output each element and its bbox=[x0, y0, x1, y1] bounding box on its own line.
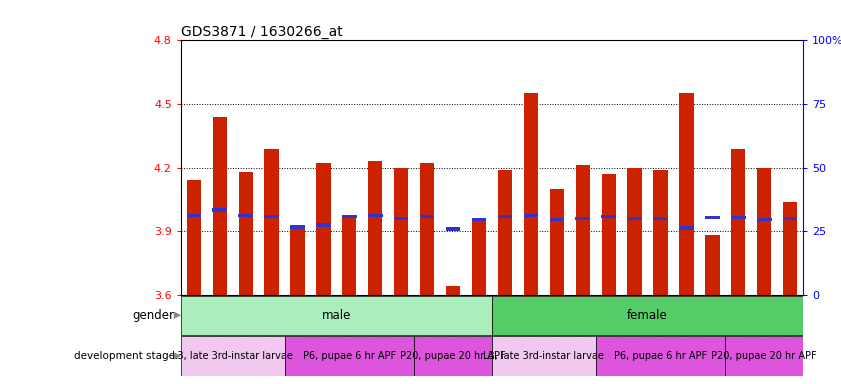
Bar bbox=[420, 215, 435, 218]
Bar bbox=[524, 93, 538, 295]
Bar bbox=[757, 218, 771, 221]
Bar bbox=[187, 180, 201, 295]
Bar bbox=[181, 336, 284, 376]
Bar bbox=[601, 174, 616, 295]
Bar bbox=[472, 221, 486, 295]
Bar bbox=[187, 214, 201, 217]
Bar bbox=[316, 163, 331, 295]
Bar bbox=[601, 215, 616, 218]
Bar bbox=[653, 170, 668, 295]
Text: P20, pupae 20 hr APF: P20, pupae 20 hr APF bbox=[400, 351, 506, 361]
Bar bbox=[284, 336, 414, 376]
Bar bbox=[731, 149, 745, 295]
Text: L3, late 3rd-instar larvae: L3, late 3rd-instar larvae bbox=[484, 351, 605, 361]
Bar bbox=[472, 218, 486, 221]
Bar bbox=[420, 163, 434, 295]
Bar bbox=[783, 217, 797, 220]
Bar bbox=[414, 336, 492, 376]
Bar bbox=[239, 172, 253, 295]
Bar bbox=[181, 296, 492, 335]
Bar bbox=[524, 214, 538, 217]
Bar bbox=[575, 217, 590, 220]
Bar bbox=[705, 216, 720, 219]
Bar bbox=[264, 215, 279, 218]
Bar bbox=[394, 217, 409, 220]
Bar bbox=[731, 216, 746, 219]
Text: female: female bbox=[627, 309, 668, 322]
Bar bbox=[498, 170, 512, 295]
Bar bbox=[783, 202, 797, 295]
Bar bbox=[680, 226, 694, 230]
Text: male: male bbox=[322, 309, 351, 322]
Bar bbox=[238, 214, 253, 217]
Bar bbox=[213, 209, 227, 212]
Bar bbox=[627, 217, 642, 220]
Bar bbox=[549, 218, 564, 221]
Text: L3, late 3rd-instar larvae: L3, late 3rd-instar larvae bbox=[172, 351, 294, 361]
Bar bbox=[550, 189, 564, 295]
Text: development stage: development stage bbox=[74, 351, 175, 361]
Bar bbox=[290, 229, 304, 295]
Bar bbox=[368, 161, 383, 295]
Bar bbox=[498, 215, 512, 218]
Bar bbox=[757, 167, 771, 295]
Bar bbox=[680, 93, 694, 295]
Bar bbox=[342, 216, 357, 295]
Text: GDS3871 / 1630266_at: GDS3871 / 1630266_at bbox=[181, 25, 342, 39]
Bar bbox=[627, 167, 642, 295]
Text: P6, pupae 6 hr APF: P6, pupae 6 hr APF bbox=[303, 351, 396, 361]
Bar bbox=[706, 235, 720, 295]
Bar bbox=[575, 166, 590, 295]
Bar bbox=[316, 223, 331, 227]
Bar bbox=[446, 227, 460, 231]
Bar bbox=[394, 167, 409, 295]
Bar bbox=[653, 217, 668, 220]
Text: gender: gender bbox=[133, 309, 175, 322]
Bar bbox=[725, 336, 803, 376]
Bar bbox=[342, 215, 357, 218]
Text: P6, pupae 6 hr APF: P6, pupae 6 hr APF bbox=[614, 351, 707, 361]
Bar bbox=[290, 225, 304, 229]
Bar bbox=[213, 117, 227, 295]
Bar bbox=[492, 296, 803, 335]
Bar bbox=[368, 214, 383, 217]
Bar bbox=[264, 149, 278, 295]
Bar bbox=[446, 286, 460, 295]
Bar bbox=[492, 336, 595, 376]
Bar bbox=[595, 336, 725, 376]
Text: P20, pupae 20 hr APF: P20, pupae 20 hr APF bbox=[711, 351, 817, 361]
